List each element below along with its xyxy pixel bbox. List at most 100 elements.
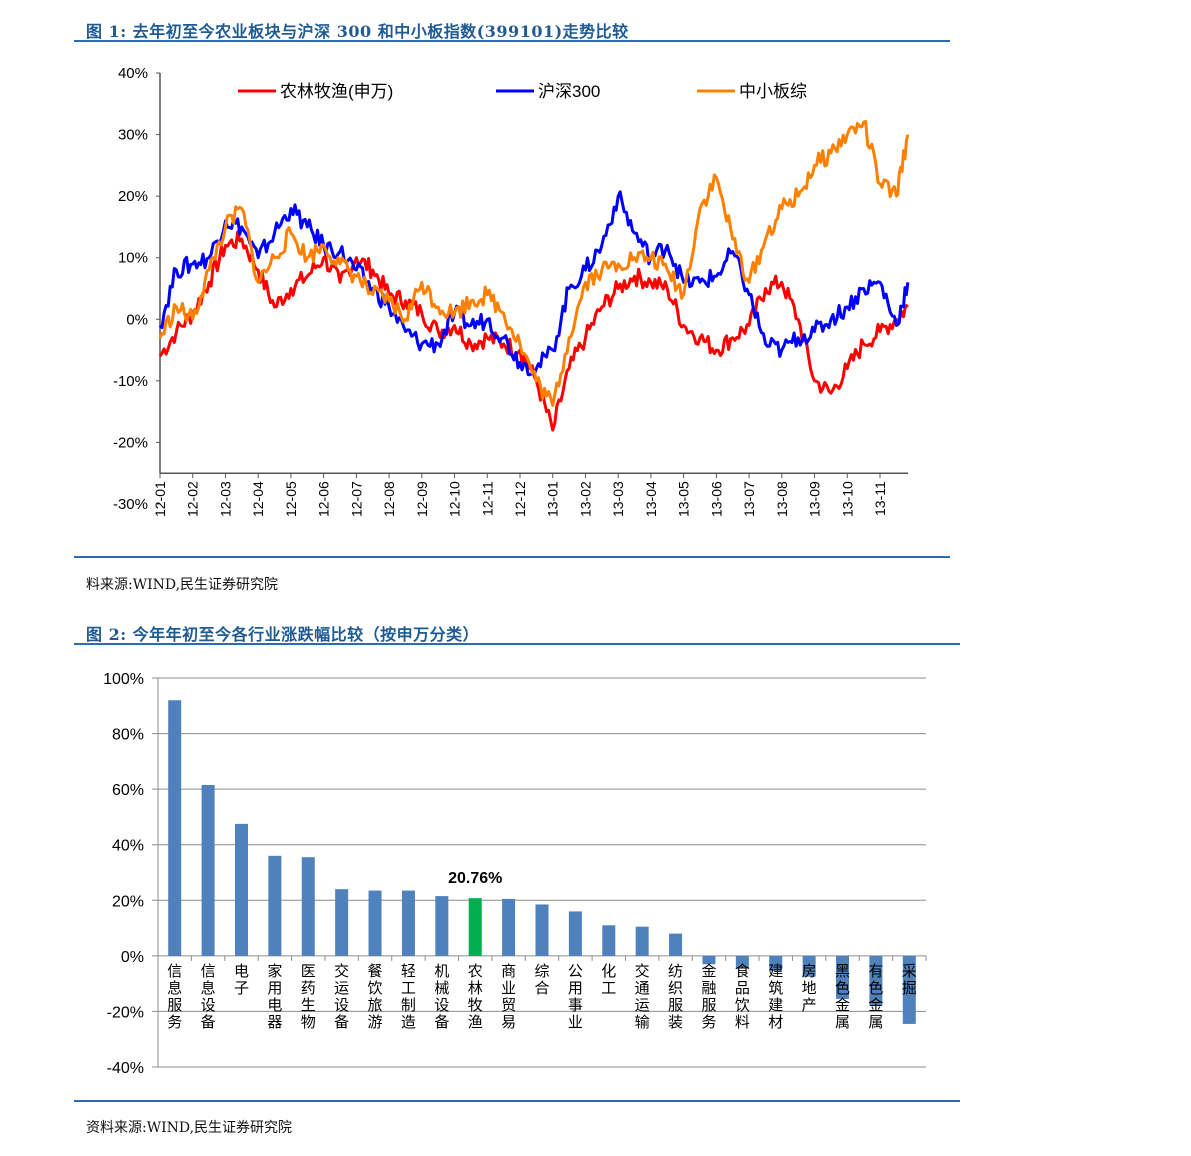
y-tick-label: -10% <box>113 373 148 390</box>
y-tick-label: -20% <box>107 1004 144 1021</box>
x-tick-label-char: 服 <box>167 997 182 1014</box>
x-tick-label-char: 筑 <box>768 980 783 997</box>
figure-2-top-rule <box>74 643 960 645</box>
x-tick-label-char: 色 <box>868 980 883 997</box>
x-tick-label-char: 器 <box>267 1014 282 1031</box>
x-tick-label: 12-01 <box>152 481 168 517</box>
x-tick-label: 13-06 <box>708 481 724 517</box>
bar-电子 <box>234 823 248 956</box>
y-tick-label: 30% <box>118 127 148 144</box>
bar-信息设备 <box>201 784 215 956</box>
x-tick-label-char: 工 <box>601 980 616 997</box>
x-tick-label-char: 务 <box>701 1014 716 1031</box>
bar-家用电器 <box>268 855 282 956</box>
x-tick-label-char: 商 <box>501 963 516 980</box>
x-tick-label-char: 备 <box>434 1014 449 1031</box>
x-tick-label-char: 化 <box>601 963 616 980</box>
x-tick-label: 12-05 <box>283 481 299 517</box>
x-tick-label-char: 有 <box>868 963 883 980</box>
x-tick-label: 12-06 <box>316 481 332 517</box>
x-tick-label-char: 建 <box>768 997 783 1014</box>
bar-建筑建材 <box>769 955 783 972</box>
x-tick-label: 12-08 <box>381 481 397 517</box>
x-tick-label-char: 制 <box>401 997 416 1014</box>
x-tick-label-char: 金 <box>701 963 716 980</box>
bar-交运设备 <box>335 889 349 956</box>
y-tick-label: 0% <box>121 949 144 966</box>
bar-信息服务 <box>168 700 182 956</box>
figure-1-source: 料来源:WIND,民生证券研究院 <box>86 577 279 593</box>
y-tick-label: 20% <box>112 893 144 910</box>
bar-黑色金属 <box>836 955 850 999</box>
x-tick-label-char: 织 <box>668 980 683 997</box>
bar-农林牧渔 <box>468 898 482 956</box>
x-tick-label-char: 药 <box>301 980 316 997</box>
x-tick-label: 13-02 <box>577 481 593 517</box>
x-tick-label: 13-10 <box>839 481 855 517</box>
y-tick-label: 0% <box>126 311 148 328</box>
x-tick-label-char: 品 <box>735 980 750 997</box>
x-tick-label-char: 业 <box>568 1014 583 1031</box>
x-tick-label-char: 输 <box>635 1014 650 1031</box>
y-tick-label: 20% <box>118 188 148 205</box>
x-tick-label-char: 事 <box>568 997 583 1014</box>
x-tick-label-char: 料 <box>735 1014 750 1031</box>
x-tick-label-char: 交 <box>334 962 349 980</box>
x-tick-label-char: 渔 <box>468 1014 483 1031</box>
x-tick-label-char: 农 <box>468 963 483 980</box>
bar-有色金属 <box>869 955 883 1006</box>
x-tick-label-char: 饮 <box>735 997 750 1014</box>
y-tick-label: -30% <box>113 496 148 513</box>
x-tick-label: 13-09 <box>807 481 823 517</box>
legend-label-1: 农林牧渔(申万) <box>280 82 393 101</box>
x-tick-label-char: 务 <box>167 1014 182 1031</box>
x-tick-label: 12-07 <box>348 481 364 517</box>
y-tick-label: 80% <box>112 727 144 744</box>
bar-餐饮旅游 <box>368 890 382 956</box>
legend-label-2: 沪深300 <box>538 82 600 101</box>
x-tick-label-char: 子 <box>234 980 249 997</box>
x-tick-label: 13-05 <box>676 481 692 517</box>
x-tick-label-char: 食 <box>735 963 750 980</box>
x-tick-label-char: 色 <box>835 980 850 997</box>
x-tick-label-char: 服 <box>668 997 683 1014</box>
x-tick-label-char: 用 <box>267 980 282 997</box>
y-tick-label: 60% <box>112 782 144 799</box>
x-tick-label: 13-07 <box>741 481 757 517</box>
x-tick-label-char: 餐 <box>368 963 383 980</box>
x-tick-label-char: 纺 <box>668 963 683 980</box>
x-tick-label: 12-04 <box>250 481 266 517</box>
x-tick-label-char: 林 <box>468 980 483 997</box>
x-tick-label-char: 饮 <box>368 980 383 997</box>
bar-公用事业 <box>568 911 582 956</box>
x-tick-label-char: 服 <box>701 997 716 1014</box>
bar-化工 <box>602 925 616 956</box>
x-tick-label-char: 金 <box>868 997 883 1014</box>
x-tick-label-char: 融 <box>701 980 716 997</box>
x-tick-label-char: 地 <box>802 980 817 997</box>
x-tick-label-char: 旅 <box>368 997 383 1014</box>
x-tick-label: 13-03 <box>610 481 626 517</box>
bar-机械设备 <box>435 896 449 956</box>
x-tick-label: 12-10 <box>447 481 463 517</box>
x-tick-label-char: 设 <box>434 997 449 1014</box>
x-tick-label-char: 用 <box>568 980 583 997</box>
x-tick-label-char: 装 <box>668 1014 683 1031</box>
y-tick-label: 40% <box>112 838 144 855</box>
x-tick-label-char: 医 <box>301 963 316 980</box>
x-tick-label-char: 机 <box>434 963 449 980</box>
x-tick-label-char: 械 <box>434 980 449 997</box>
line-chart: 40% 30% 20% 10% 0% -10% -20% -30% 12-01 12-02 12-0… <box>113 65 910 517</box>
x-tick-label-char: 采 <box>902 963 917 980</box>
y-tick-label: -40% <box>107 1060 144 1077</box>
x-tick-label-char: 运 <box>334 980 349 997</box>
x-tick-label-char: 黑 <box>835 963 850 980</box>
y-tick-label: -20% <box>113 434 148 451</box>
bar-交通运输 <box>635 926 649 956</box>
x-tick-label: 13-08 <box>774 481 790 517</box>
figure-2-title: 图 2: 今年年初至今各行业涨跌幅比较（按申万分类） <box>86 625 480 644</box>
x-tick-label-char: 备 <box>201 1014 216 1031</box>
bar-商业贸易 <box>502 898 516 956</box>
x-tick-label: 13-04 <box>643 481 659 517</box>
x-tick-label-char: 建 <box>768 963 783 980</box>
